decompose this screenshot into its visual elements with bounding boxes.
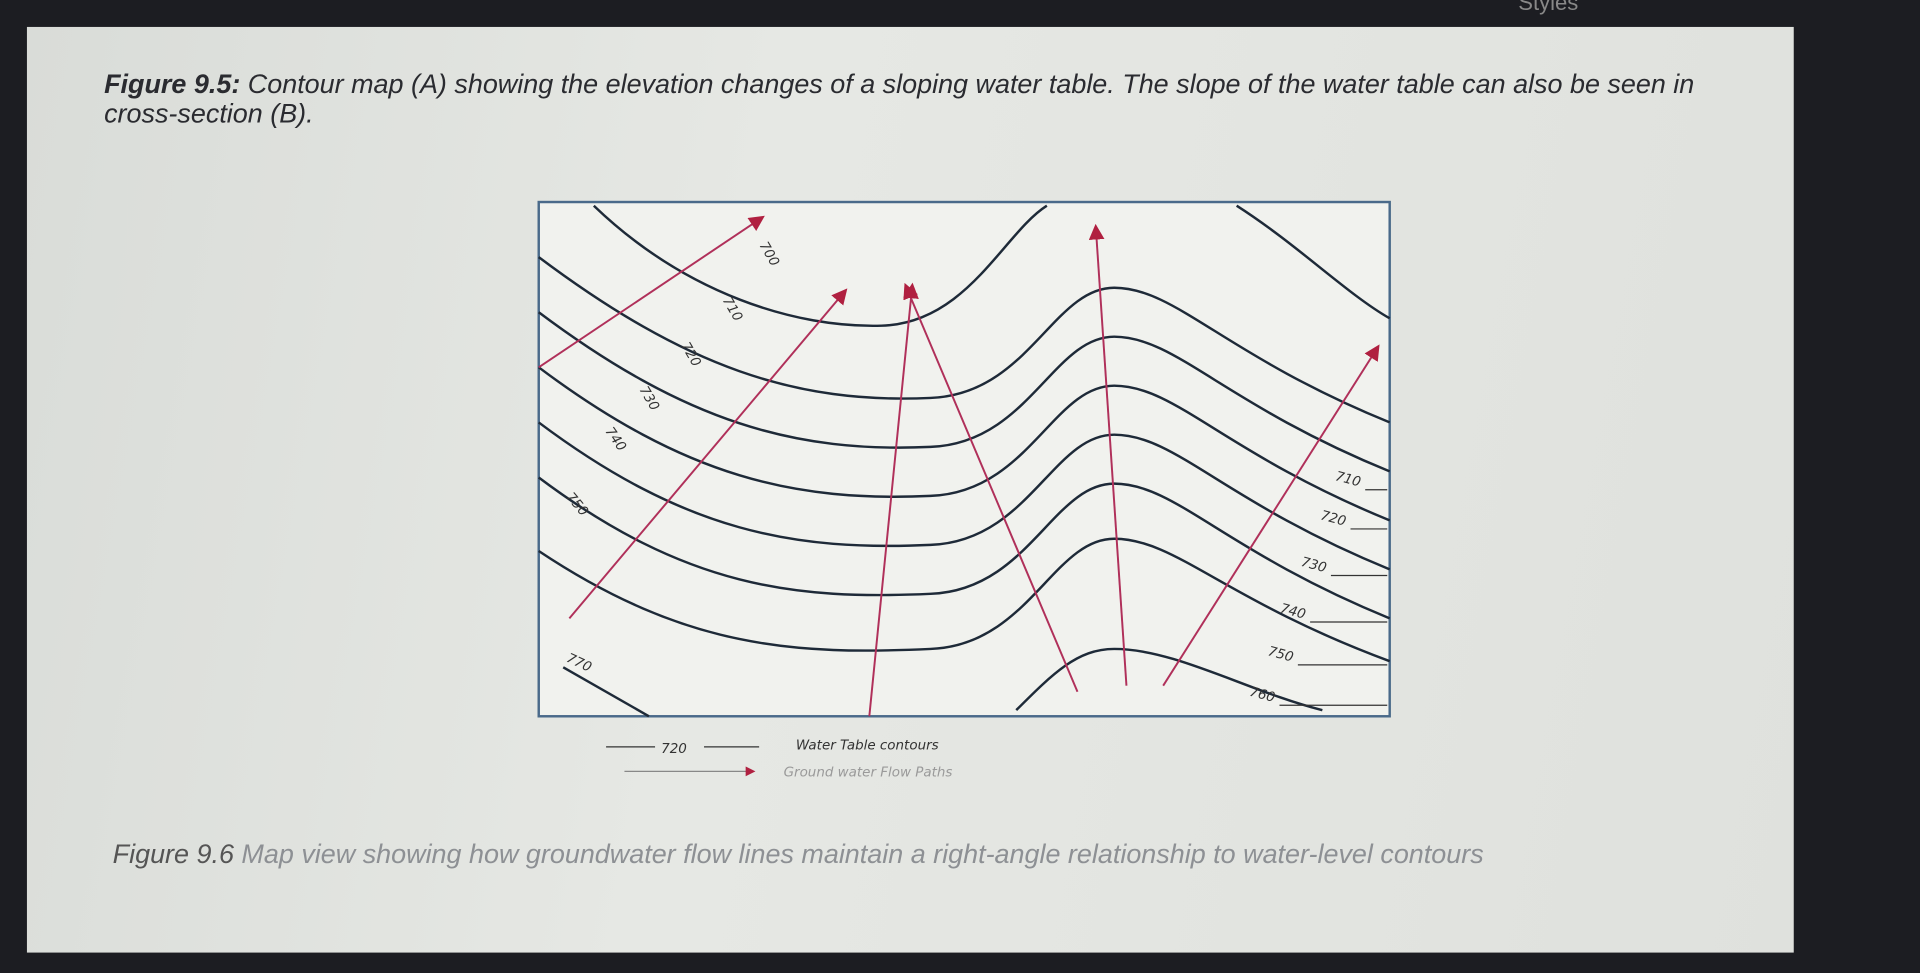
legend-text: Ground water Flow Paths [784, 765, 953, 780]
caption-text: Contour map (A) showing the elevation ch… [104, 68, 1695, 129]
figure-caption: Figure 9.5: Contour map (A) showing the … [104, 68, 1769, 129]
contour-label: 750 [1266, 644, 1295, 665]
contour-label: 740 [1278, 602, 1307, 623]
figure-label: Figure 9.6 [112, 838, 234, 870]
contour-label: 730 [1299, 555, 1328, 576]
legend-symbol: 720 [661, 742, 687, 757]
figure-caption: Figure 9.6 Map view showing how groundwa… [112, 838, 1705, 870]
map-frame [537, 200, 1391, 718]
flow-paths [538, 215, 1380, 717]
right-labels: 710 720 730 740 750 760 [1248, 469, 1388, 706]
contour-label: 720 [1319, 509, 1348, 530]
caption-text: Map view showing how groundwater flow li… [241, 838, 1484, 870]
contour-label: 710 [1334, 469, 1363, 490]
legend-text: Water Table contours [796, 738, 939, 753]
styles-tab: Styles [1518, 0, 1579, 15]
figure-label: Figure 9.5: [104, 68, 241, 100]
contours [538, 204, 1391, 718]
contour-label: 760 [1248, 685, 1277, 706]
